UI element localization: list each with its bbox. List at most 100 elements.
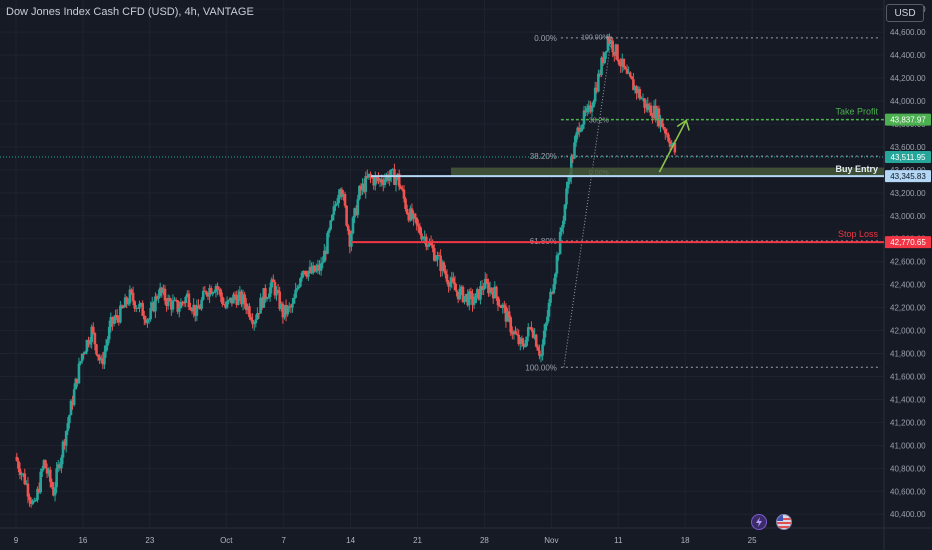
candle-body — [603, 52, 607, 63]
candle-body — [119, 305, 122, 323]
candle-body — [582, 110, 586, 125]
current-price-tag: 43,511.95 — [891, 153, 927, 162]
candle-body — [455, 290, 458, 293]
candle-body — [25, 483, 28, 485]
candle-body — [174, 299, 178, 301]
candle-body — [93, 332, 97, 345]
candle-body — [152, 302, 156, 312]
candle-body — [53, 487, 57, 496]
candle-body — [366, 175, 369, 178]
candle-body — [315, 268, 318, 272]
x-tick-label: Oct — [220, 536, 233, 545]
candle-body — [399, 186, 403, 189]
candle-body — [39, 471, 42, 493]
candle-body — [506, 311, 509, 322]
candle-body — [267, 296, 270, 299]
candle-body — [243, 294, 246, 304]
candle-body — [568, 177, 571, 182]
candle-body — [587, 105, 591, 108]
y-tick-label: 41,200.00 — [890, 418, 926, 427]
candle-body — [475, 289, 479, 294]
candle-body — [417, 224, 420, 227]
candle-body — [539, 355, 543, 357]
candle-body — [44, 460, 47, 469]
current-price-tag-bg — [885, 151, 931, 164]
candle-body — [173, 299, 176, 301]
candle-body — [17, 460, 20, 469]
x-tick-label: 25 — [748, 536, 757, 545]
candle-body — [541, 344, 544, 356]
candle-body — [359, 186, 363, 191]
candle-body — [303, 270, 307, 275]
candle-body — [36, 488, 39, 501]
candle-body — [262, 288, 266, 308]
candle-body — [367, 173, 371, 178]
candle-body — [431, 245, 434, 249]
candle-body — [503, 304, 506, 307]
candle-body — [256, 313, 259, 320]
candle-body — [203, 290, 207, 292]
currency-button[interactable]: USD — [886, 4, 924, 22]
candle-body — [499, 306, 503, 309]
candle-body — [471, 293, 474, 305]
candle-body — [50, 481, 54, 488]
candle-body — [659, 118, 662, 127]
candle-body — [620, 58, 624, 67]
us-flag-icon[interactable] — [776, 514, 792, 530]
candle-body — [279, 303, 283, 310]
candle-body — [633, 86, 637, 91]
candle-body — [111, 316, 114, 324]
lightning-bolt-icon[interactable] — [751, 514, 767, 530]
candle-body — [616, 44, 619, 61]
candle-body — [222, 303, 226, 305]
candle-body — [432, 248, 436, 261]
candle-body — [334, 204, 337, 207]
candle-body — [193, 304, 197, 316]
candle-body — [276, 290, 280, 292]
candle-body — [463, 295, 466, 303]
candle-body — [146, 319, 149, 323]
candle-body — [445, 274, 449, 282]
candle-body — [636, 89, 640, 94]
candle-body — [608, 36, 611, 44]
candle-body — [533, 334, 536, 338]
candle-body — [155, 296, 159, 299]
candle-body — [37, 488, 41, 493]
candle-body — [402, 189, 406, 199]
candle-body — [47, 469, 50, 474]
candle-body — [114, 315, 117, 321]
candle-body — [206, 294, 210, 297]
candle-body — [330, 214, 334, 221]
y-tick-label: 41,600.00 — [890, 372, 926, 381]
candle-body — [120, 305, 124, 308]
candle-body — [289, 306, 293, 308]
candle-body — [294, 289, 297, 298]
candle-body — [671, 142, 675, 145]
candle-body — [168, 297, 172, 302]
candle-body — [589, 105, 592, 112]
candle-body — [147, 319, 151, 321]
candle-body — [225, 301, 229, 308]
candle-body — [585, 107, 589, 113]
candle-body — [448, 282, 452, 287]
candle-body — [20, 473, 23, 476]
fib-level-label: 0.00% — [534, 34, 557, 43]
candle-body — [526, 327, 530, 337]
candle-body — [281, 303, 285, 318]
candle-body — [554, 273, 557, 285]
candle-body — [507, 311, 511, 318]
candle-body — [163, 288, 167, 301]
candle-body — [287, 306, 291, 308]
candle-body — [297, 286, 301, 289]
candle-body — [139, 303, 143, 305]
candle-body — [318, 264, 321, 271]
candle-body — [657, 108, 661, 127]
candle-body — [136, 307, 140, 309]
candle-body — [428, 241, 431, 246]
candle-body — [652, 105, 656, 119]
candle-body — [265, 298, 269, 300]
candle-body — [649, 105, 653, 116]
candle-body — [286, 306, 289, 315]
